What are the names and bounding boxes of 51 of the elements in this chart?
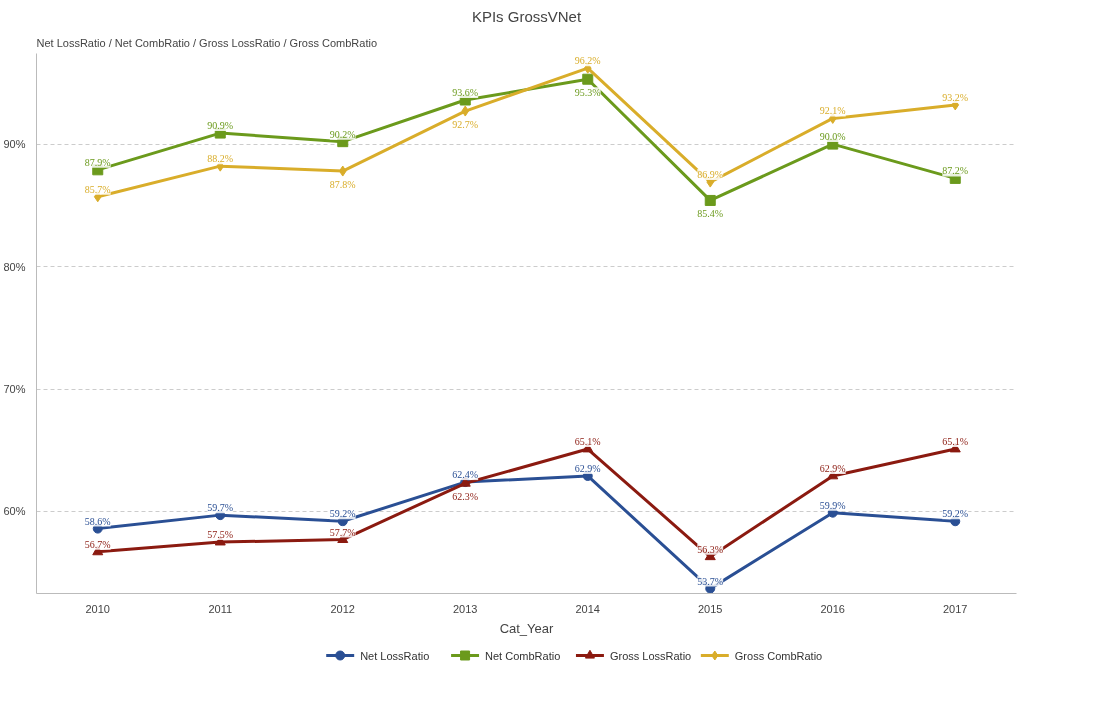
y-tick-label: 90% [3, 138, 26, 151]
data-label: 85.7% [84, 183, 111, 195]
data-label: 88.2% [207, 153, 234, 165]
legend-label: Net LossRatio [360, 649, 430, 662]
data-label: 96.2% [574, 55, 601, 67]
data-label: 59.2% [942, 508, 969, 520]
data-label: 65.1% [574, 436, 601, 448]
data-label: 56.7% [84, 538, 111, 550]
data-label: 59.7% [207, 502, 234, 514]
data-label: 62.3% [452, 491, 479, 503]
data-label: 87.2% [942, 165, 969, 177]
data-label: 93.6% [452, 87, 479, 99]
data-label: 62.4% [452, 469, 479, 481]
data-label: 90.0% [819, 131, 846, 143]
data-label: 90.9% [207, 120, 234, 132]
data-label: 56.3% [697, 543, 724, 555]
data-label: 62.9% [574, 462, 601, 474]
x-tick-label: 2012 [330, 602, 355, 615]
data-label: 53.7% [697, 575, 724, 587]
y-tick-label: 80% [3, 260, 26, 273]
legend-label: Net CombRatio [485, 649, 561, 662]
data-label: 57.5% [207, 529, 234, 541]
data-label: 92.7% [452, 119, 479, 131]
data-label: 85.4% [697, 208, 724, 220]
x-tick-label: 2014 [575, 602, 600, 615]
chart-title: KPIs GrossVNet [471, 7, 582, 25]
y-tick-label: 70% [3, 383, 26, 396]
data-label: 59.9% [819, 499, 846, 511]
legend-label: Gross CombRatio [734, 649, 823, 662]
data-label: 87.9% [84, 156, 111, 168]
x-tick-label: 2011 [208, 602, 233, 615]
data-label: 95.3% [574, 87, 601, 99]
data-label: 58.6% [84, 515, 111, 527]
legend-label: Gross LossRatio [609, 649, 692, 662]
x-tick-label: 2010 [85, 602, 110, 615]
data-label: 93.2% [942, 91, 969, 103]
data-label: 65.1% [942, 436, 969, 448]
y-axis-title: Net LossRatio / Net CombRatio / Gross LossRatio / Gross CombRatio [36, 36, 378, 49]
data-label: 57.7% [329, 526, 356, 538]
x-tick-label: 2017 [943, 602, 968, 615]
data-label: 62.9% [819, 462, 846, 474]
x-tick-label: 2016 [820, 602, 845, 615]
x-tick-label: 2013 [453, 602, 478, 615]
data-label: 92.1% [819, 105, 846, 117]
data-label: 59.2% [329, 508, 356, 520]
x-tick-label: 2015 [698, 602, 723, 615]
data-label: 86.9% [697, 169, 724, 181]
y-tick-label: 60% [3, 505, 26, 518]
x-axis-title: Cat_Year [499, 620, 555, 636]
data-label: 87.8% [329, 179, 356, 191]
data-label: 90.2% [329, 128, 356, 140]
